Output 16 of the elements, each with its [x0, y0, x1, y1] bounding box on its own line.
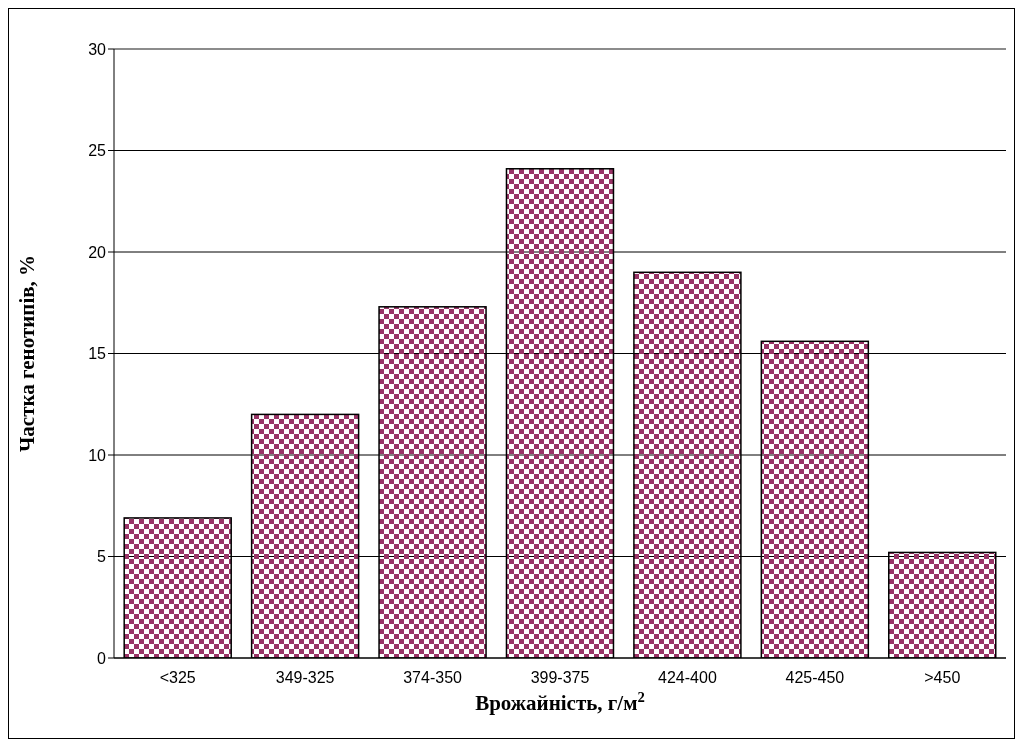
- y-tick-label: 25: [88, 142, 107, 160]
- y-tick-label: 5: [97, 548, 107, 566]
- y-axis-title: Частка генотипів, %: [15, 254, 39, 453]
- y-tick-label: 30: [88, 40, 107, 58]
- y-tick-label: 15: [88, 345, 107, 363]
- x-tick-label: 374-350: [403, 669, 463, 687]
- y-tick-label: 10: [88, 446, 107, 464]
- y-tick-label: 20: [88, 243, 107, 261]
- x-tick-label: >450: [924, 669, 961, 687]
- x-tick-label: 425-450: [785, 669, 845, 687]
- x-tick-label: <325: [159, 669, 196, 687]
- x-axis-title: Врожайність, г/м$^{2}$: [475, 689, 645, 715]
- x-tick-label: 424-400: [658, 669, 717, 687]
- x-tick-label: 399-375: [530, 669, 590, 687]
- x-tick-label: 349-325: [275, 669, 335, 687]
- y-tick-label: 0: [97, 649, 107, 667]
